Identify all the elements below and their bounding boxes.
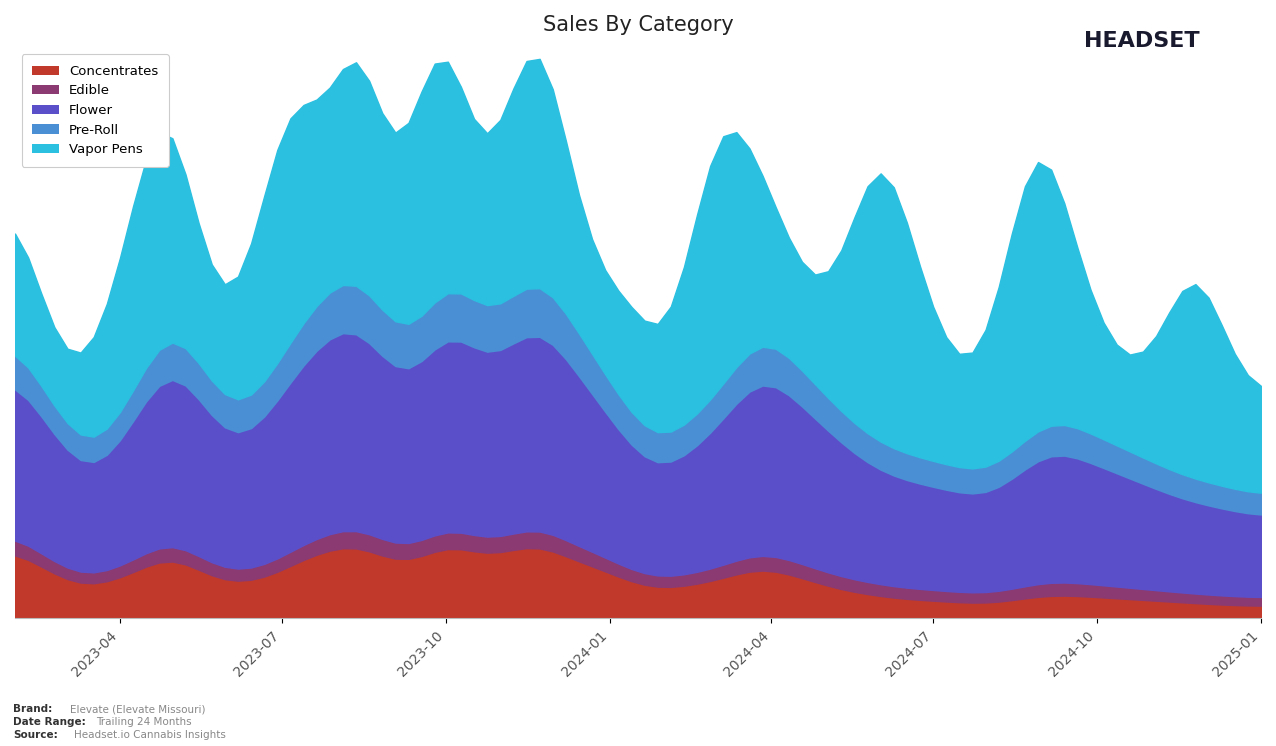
Legend: Concentrates, Edible, Flower, Pre-Roll, Vapor Pens: Concentrates, Edible, Flower, Pre-Roll, …	[22, 54, 168, 167]
Text: Headset.io Cannabis Insights: Headset.io Cannabis Insights	[74, 730, 226, 740]
Text: Source:: Source:	[13, 730, 57, 740]
Text: HEADSET: HEADSET	[1085, 31, 1199, 51]
Text: Trailing 24 Months: Trailing 24 Months	[96, 717, 191, 727]
Title: Sales By Category: Sales By Category	[542, 15, 734, 35]
Text: Brand:: Brand:	[13, 704, 52, 715]
Text: Date Range:: Date Range:	[13, 717, 85, 727]
Text: Elevate (Elevate Missouri): Elevate (Elevate Missouri)	[70, 704, 205, 715]
